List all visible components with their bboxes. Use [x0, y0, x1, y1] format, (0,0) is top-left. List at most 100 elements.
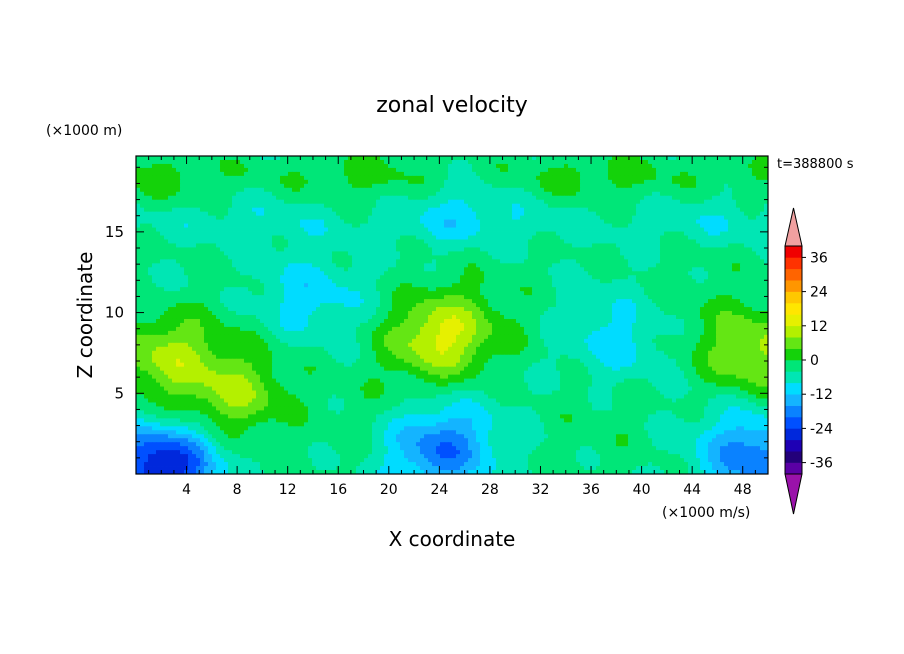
heatmap-cell: [296, 159, 301, 165]
heatmap-cell: [704, 203, 709, 209]
heatmap-cell: [336, 183, 341, 189]
heatmap-cell: [608, 203, 613, 209]
heatmap-cell: [736, 239, 741, 244]
heatmap-cell: [700, 223, 705, 228]
heatmap-cell: [748, 187, 753, 193]
heatmap-cell: [588, 267, 593, 272]
heatmap-cell: [572, 275, 577, 280]
heatmap-cell: [332, 227, 337, 232]
heatmap-cell: [432, 203, 437, 209]
heatmap-cell: [408, 219, 413, 224]
heatmap-cell: [636, 175, 641, 181]
heatmap-cell: [192, 156, 197, 161]
heatmap-cell: [244, 235, 249, 240]
heatmap-cell: [624, 223, 629, 228]
heatmap-cell: [456, 275, 461, 280]
heatmap-cell: [392, 255, 397, 260]
heatmap-cell: [604, 267, 609, 272]
heatmap-cell: [708, 199, 713, 205]
heatmap-cell: [272, 187, 277, 193]
heatmap-cell: [448, 203, 453, 209]
heatmap-cell: [584, 271, 589, 276]
heatmap-cell: [652, 259, 657, 264]
heatmap-cell: [324, 267, 329, 272]
heatmap-cell: [716, 183, 721, 189]
heatmap-cell: [168, 159, 173, 165]
heatmap-cell: [700, 215, 705, 221]
heatmap-cell: [588, 163, 593, 169]
heatmap-cell: [496, 179, 501, 185]
heatmap-cell: [156, 179, 161, 185]
heatmap-cell: [680, 187, 685, 193]
heatmap-cell: [552, 275, 557, 280]
heatmap-cell: [232, 191, 237, 197]
heatmap-cell: [180, 239, 185, 244]
heatmap-cell: [276, 171, 281, 177]
heatmap-cell: [484, 235, 489, 240]
heatmap-cell: [488, 227, 493, 232]
heatmap-cell: [536, 167, 541, 173]
heatmap-cell: [684, 159, 689, 165]
heatmap-cell: [284, 211, 289, 217]
heatmap-cell: [684, 239, 689, 244]
heatmap-cell: [452, 275, 457, 280]
heatmap-cell: [756, 215, 761, 221]
heatmap-cell: [356, 187, 361, 193]
heatmap-cell: [620, 231, 625, 236]
heatmap-cell: [324, 271, 329, 276]
heatmap-cell: [224, 259, 229, 264]
heatmap-cell: [328, 199, 333, 205]
heatmap-cell: [576, 175, 581, 181]
heatmap-cell: [432, 199, 437, 205]
heatmap-cell: [648, 163, 653, 169]
heatmap-cell: [540, 191, 545, 197]
heatmap-cell: [684, 203, 689, 209]
heatmap-cell: [244, 211, 249, 217]
heatmap-cell: [260, 275, 265, 280]
heatmap-cell: [612, 271, 617, 276]
heatmap-cell: [376, 243, 381, 248]
heatmap-cell: [204, 207, 209, 213]
heatmap-cell: [588, 243, 593, 248]
heatmap-cell: [304, 243, 309, 248]
heatmap-cell: [672, 207, 677, 213]
heatmap-cell: [488, 243, 493, 248]
heatmap-cell: [312, 215, 317, 221]
heatmap-cell: [172, 159, 177, 165]
heatmap-cell: [640, 271, 645, 276]
heatmap-cell: [580, 179, 585, 185]
heatmap-cell: [240, 279, 245, 284]
heatmap-cell: [196, 251, 201, 256]
heatmap-cell: [552, 267, 557, 272]
heatmap-cell: [252, 183, 257, 189]
heatmap-cell: [448, 219, 453, 224]
heatmap-cell: [472, 159, 477, 165]
heatmap-cell: [736, 195, 741, 201]
heatmap-cell: [384, 271, 389, 276]
heatmap-cell: [244, 215, 249, 221]
heatmap-cell: [724, 243, 729, 248]
heatmap-cell: [144, 156, 149, 161]
heatmap-cell: [312, 183, 317, 189]
heatmap-cell: [264, 195, 269, 201]
heatmap-cell: [436, 271, 441, 276]
heatmap-cell: [244, 187, 249, 193]
heatmap-cell: [636, 271, 641, 276]
heatmap-cell: [640, 259, 645, 264]
heatmap-cell: [412, 191, 417, 197]
heatmap-cell: [740, 211, 745, 217]
heatmap-cell: [372, 279, 377, 284]
heatmap-cell: [612, 159, 617, 165]
heatmap-cell: [536, 187, 541, 193]
heatmap-cell: [168, 231, 173, 236]
heatmap-cell: [396, 195, 401, 201]
heatmap-cell: [224, 255, 229, 260]
heatmap-cell: [472, 279, 477, 284]
heatmap-cell: [508, 195, 513, 201]
heatmap-cell: [500, 187, 505, 193]
heatmap-cell: [712, 223, 717, 228]
heatmap-cell: [752, 243, 757, 248]
heatmap-cell: [352, 251, 357, 256]
heatmap-cell: [364, 223, 369, 228]
heatmap-cell: [312, 191, 317, 197]
